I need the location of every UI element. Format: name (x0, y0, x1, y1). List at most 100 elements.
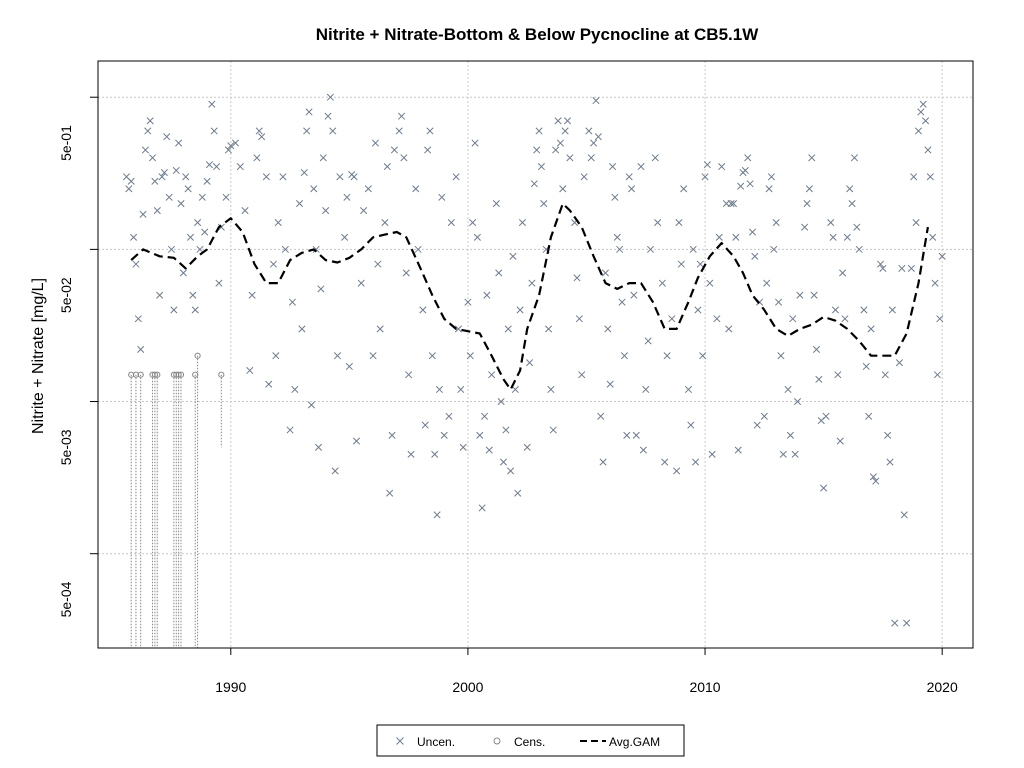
data-point (222, 193, 230, 201)
data-point (715, 233, 723, 241)
data-point (288, 298, 296, 306)
data-point (388, 431, 396, 439)
data-point (374, 260, 382, 268)
data-point (687, 421, 695, 429)
data-point (786, 431, 794, 439)
data-point (592, 97, 600, 105)
legend-item-gam: Avg.GAM (580, 735, 660, 749)
data-point (189, 291, 197, 299)
data-point (601, 269, 610, 277)
data-point (578, 371, 586, 379)
data-point (386, 489, 394, 497)
censored-point (154, 371, 161, 378)
data-point (677, 260, 685, 268)
data-point (654, 219, 662, 227)
data-point (620, 352, 628, 360)
data-point (476, 431, 484, 439)
data-point (352, 437, 361, 445)
data-point (253, 154, 261, 162)
data-point (495, 269, 503, 277)
data-point (383, 163, 391, 171)
data-point (801, 223, 809, 231)
data-point (803, 200, 811, 208)
plot-frame (97, 60, 974, 649)
data-point (224, 146, 232, 154)
data-point (160, 168, 168, 177)
data-point (210, 127, 218, 135)
data-point (241, 206, 249, 215)
data-point (729, 200, 738, 208)
data-point (514, 489, 522, 497)
data-point (286, 426, 294, 434)
data-point (675, 219, 683, 227)
data-point (331, 467, 339, 475)
data-point (523, 443, 531, 451)
data-point (651, 154, 659, 162)
data-point (646, 245, 655, 253)
data-point (478, 504, 486, 512)
data-point (853, 223, 861, 231)
data-point (869, 473, 877, 481)
data-point (926, 173, 934, 181)
x-tick-label: 2020 (927, 679, 958, 695)
data-point (796, 291, 804, 299)
data-point (333, 352, 342, 360)
data-point (544, 325, 553, 333)
data-point (625, 173, 633, 181)
data-point (357, 279, 365, 287)
legend-label-cens: Cens. (514, 735, 545, 749)
data-point (170, 306, 178, 314)
data-point (459, 443, 467, 451)
data-point (765, 185, 773, 193)
data-point (497, 397, 505, 406)
data-point (504, 325, 512, 333)
data-point (397, 112, 406, 120)
data-point (613, 233, 621, 241)
data-point (777, 352, 785, 360)
data-point (708, 450, 716, 458)
data-point (936, 315, 944, 323)
data-point (606, 380, 614, 388)
data-point (156, 291, 164, 299)
data-point (196, 245, 204, 253)
data-point (829, 233, 837, 241)
data-point (360, 206, 368, 215)
data-point (632, 431, 640, 439)
data-point (535, 127, 543, 135)
data-point (839, 269, 847, 277)
data-point (922, 117, 930, 125)
data-point (177, 200, 185, 208)
data-point (907, 264, 915, 272)
data-point (452, 173, 460, 181)
data-point (326, 93, 334, 101)
data-point (898, 264, 906, 272)
data-point (421, 421, 429, 429)
data-point (215, 279, 223, 287)
data-point (314, 443, 323, 451)
data-point (137, 345, 145, 353)
data-point (810, 291, 818, 299)
data-point (744, 154, 752, 162)
data-point (725, 325, 733, 333)
data-point (753, 421, 761, 429)
data-point (563, 117, 572, 125)
legend-x-marker (396, 737, 404, 745)
data-point (843, 233, 851, 241)
y-tick-label: 5e-03 (58, 429, 74, 465)
data-point (895, 359, 904, 367)
data-point (910, 173, 918, 181)
data-point (435, 385, 444, 394)
gam-series (130, 202, 929, 391)
data-point (341, 233, 349, 241)
data-point (518, 219, 527, 227)
data-point (862, 362, 870, 371)
data-point (148, 154, 157, 162)
data-point (549, 426, 557, 434)
data-point (272, 352, 280, 360)
data-point (533, 146, 541, 154)
data-point (236, 163, 244, 171)
data-point (741, 166, 749, 175)
data-point (784, 385, 792, 394)
data-point (673, 467, 681, 475)
x-tick-label: 1990 (215, 679, 246, 695)
